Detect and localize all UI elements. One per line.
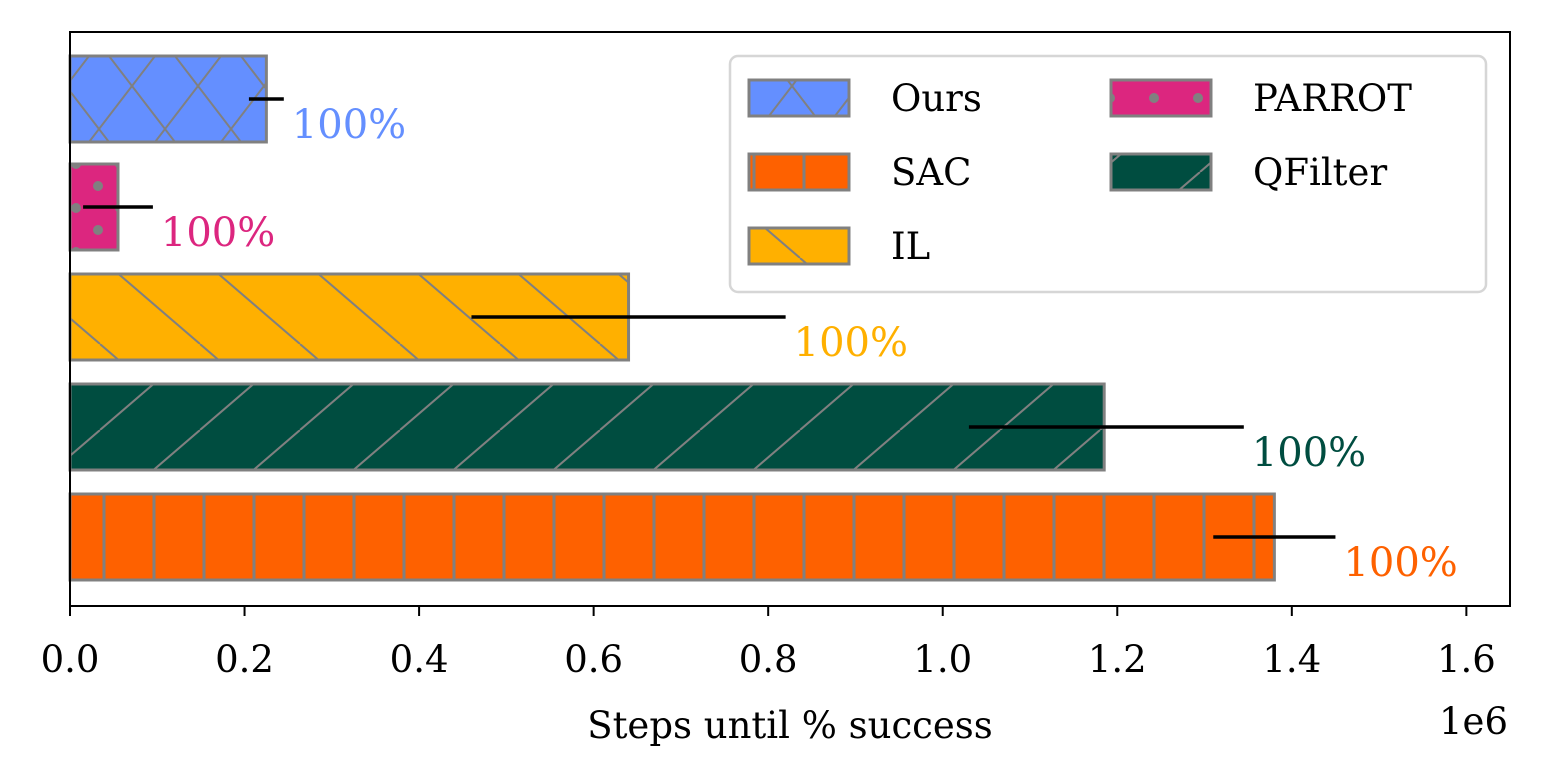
plot-frame [69, 31, 1511, 607]
x-tick-label: 1.0 [913, 638, 972, 681]
legend-label-parrot: PARROT [1253, 77, 1412, 120]
bar-hatch-ours [70, 56, 267, 142]
bar-hatch-sac [70, 494, 1275, 580]
x-tick-label: 1.2 [1088, 638, 1147, 681]
legend-label-ours: Ours [891, 77, 982, 120]
x-tick-label: 0.0 [41, 638, 100, 681]
x-tick-label: 0.4 [390, 638, 449, 681]
legend-label-sac: SAC [891, 151, 971, 194]
legend-swatch-outline-sac [747, 152, 851, 192]
x-tick-label: 0.8 [739, 638, 798, 681]
x-axis-label: Steps until % success [587, 704, 993, 747]
bar-hatch-qfilter [70, 384, 1105, 470]
pct-label-qfilter: 100% [1252, 430, 1366, 476]
legend-swatch-hatch-ours [749, 80, 849, 116]
legend-swatch-outline-qfilter [1109, 152, 1213, 192]
legend-swatch-outline-parrot [1109, 78, 1213, 118]
x-axis-exponent: 1e6 [1439, 700, 1508, 743]
legend-swatch-hatch-qfilter [1111, 154, 1211, 190]
x-tick-label: 1.4 [1262, 638, 1321, 681]
legend-swatch-outline-il [747, 226, 851, 266]
legend-swatch-hatch-il [749, 228, 849, 264]
legend-label-qfilter: QFilter [1253, 151, 1387, 194]
legend-box [728, 54, 1488, 294]
x-tick-label: 0.2 [215, 638, 274, 681]
x-tick-label: 0.6 [564, 638, 623, 681]
pct-label-ours: 100% [292, 102, 406, 148]
pct-label-il: 100% [794, 320, 908, 366]
pct-label-parrot: 100% [161, 210, 275, 256]
pct-label-sac: 100% [1343, 540, 1457, 586]
legend-swatch-outline-ours [747, 78, 851, 118]
x-tick-label: 1.6 [1437, 638, 1496, 681]
legend-label-il: IL [891, 225, 930, 268]
legend-swatch-hatch-parrot [1111, 80, 1211, 116]
legend-swatch-hatch-sac [749, 154, 849, 190]
